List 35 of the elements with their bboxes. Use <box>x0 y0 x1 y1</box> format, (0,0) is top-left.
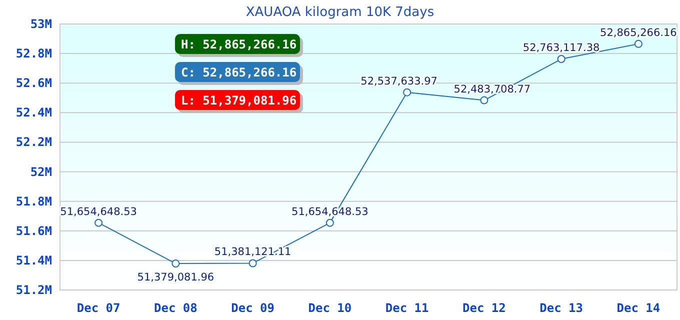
y-tick-label: 53M <box>30 17 52 31</box>
data-label: 52,763,117.38 <box>522 42 600 54</box>
y-tick-label: 52.8M <box>16 46 52 61</box>
point <box>403 88 412 96</box>
point <box>248 259 257 268</box>
x-tick-label: Dec 08 <box>154 301 198 315</box>
x-tick-label: Dec 07 <box>76 301 120 315</box>
data-label: 52,537,633.97 <box>360 75 438 88</box>
point <box>480 96 488 104</box>
point <box>172 260 180 268</box>
data-label: 51,379,081.96 <box>137 272 214 284</box>
y-tick-label: 51.4M <box>16 253 52 268</box>
annotation: C: 52,865,266.16 <box>181 66 297 80</box>
y-tick-label: 52.2M <box>16 135 52 150</box>
y-tick-label: 52M <box>30 164 52 179</box>
point <box>557 55 566 64</box>
y-tick-label: 51.8M <box>16 194 52 208</box>
y-tick-label: 52.4M <box>16 106 52 120</box>
y-tick-label: 51.6M <box>16 224 52 238</box>
x-tick-label: Dec 13 <box>540 301 583 315</box>
x-tick-label: Dec 12 <box>462 301 506 315</box>
x-tick-label: Dec 14 <box>616 301 660 315</box>
point <box>94 218 103 227</box>
x-tick-label: Dec 10 <box>308 301 352 315</box>
point <box>634 40 642 48</box>
y-tick-label: 52.6M <box>16 76 52 90</box>
chart-title: XAUAOA kilogram 10K 7days <box>246 5 434 20</box>
data-label: 52,865,266.16 <box>600 26 678 39</box>
annotation: L: 51,379,081.96 <box>181 94 297 108</box>
data-label: 51,654,648.53 <box>60 206 137 218</box>
x-tick-label: Dec 11 <box>385 301 429 315</box>
x-tick-label: Dec 09 <box>231 301 274 315</box>
y-tick-label: 51.2M <box>16 283 52 297</box>
annotation: H: 52,865,266.16 <box>181 38 297 52</box>
point <box>326 218 334 227</box>
